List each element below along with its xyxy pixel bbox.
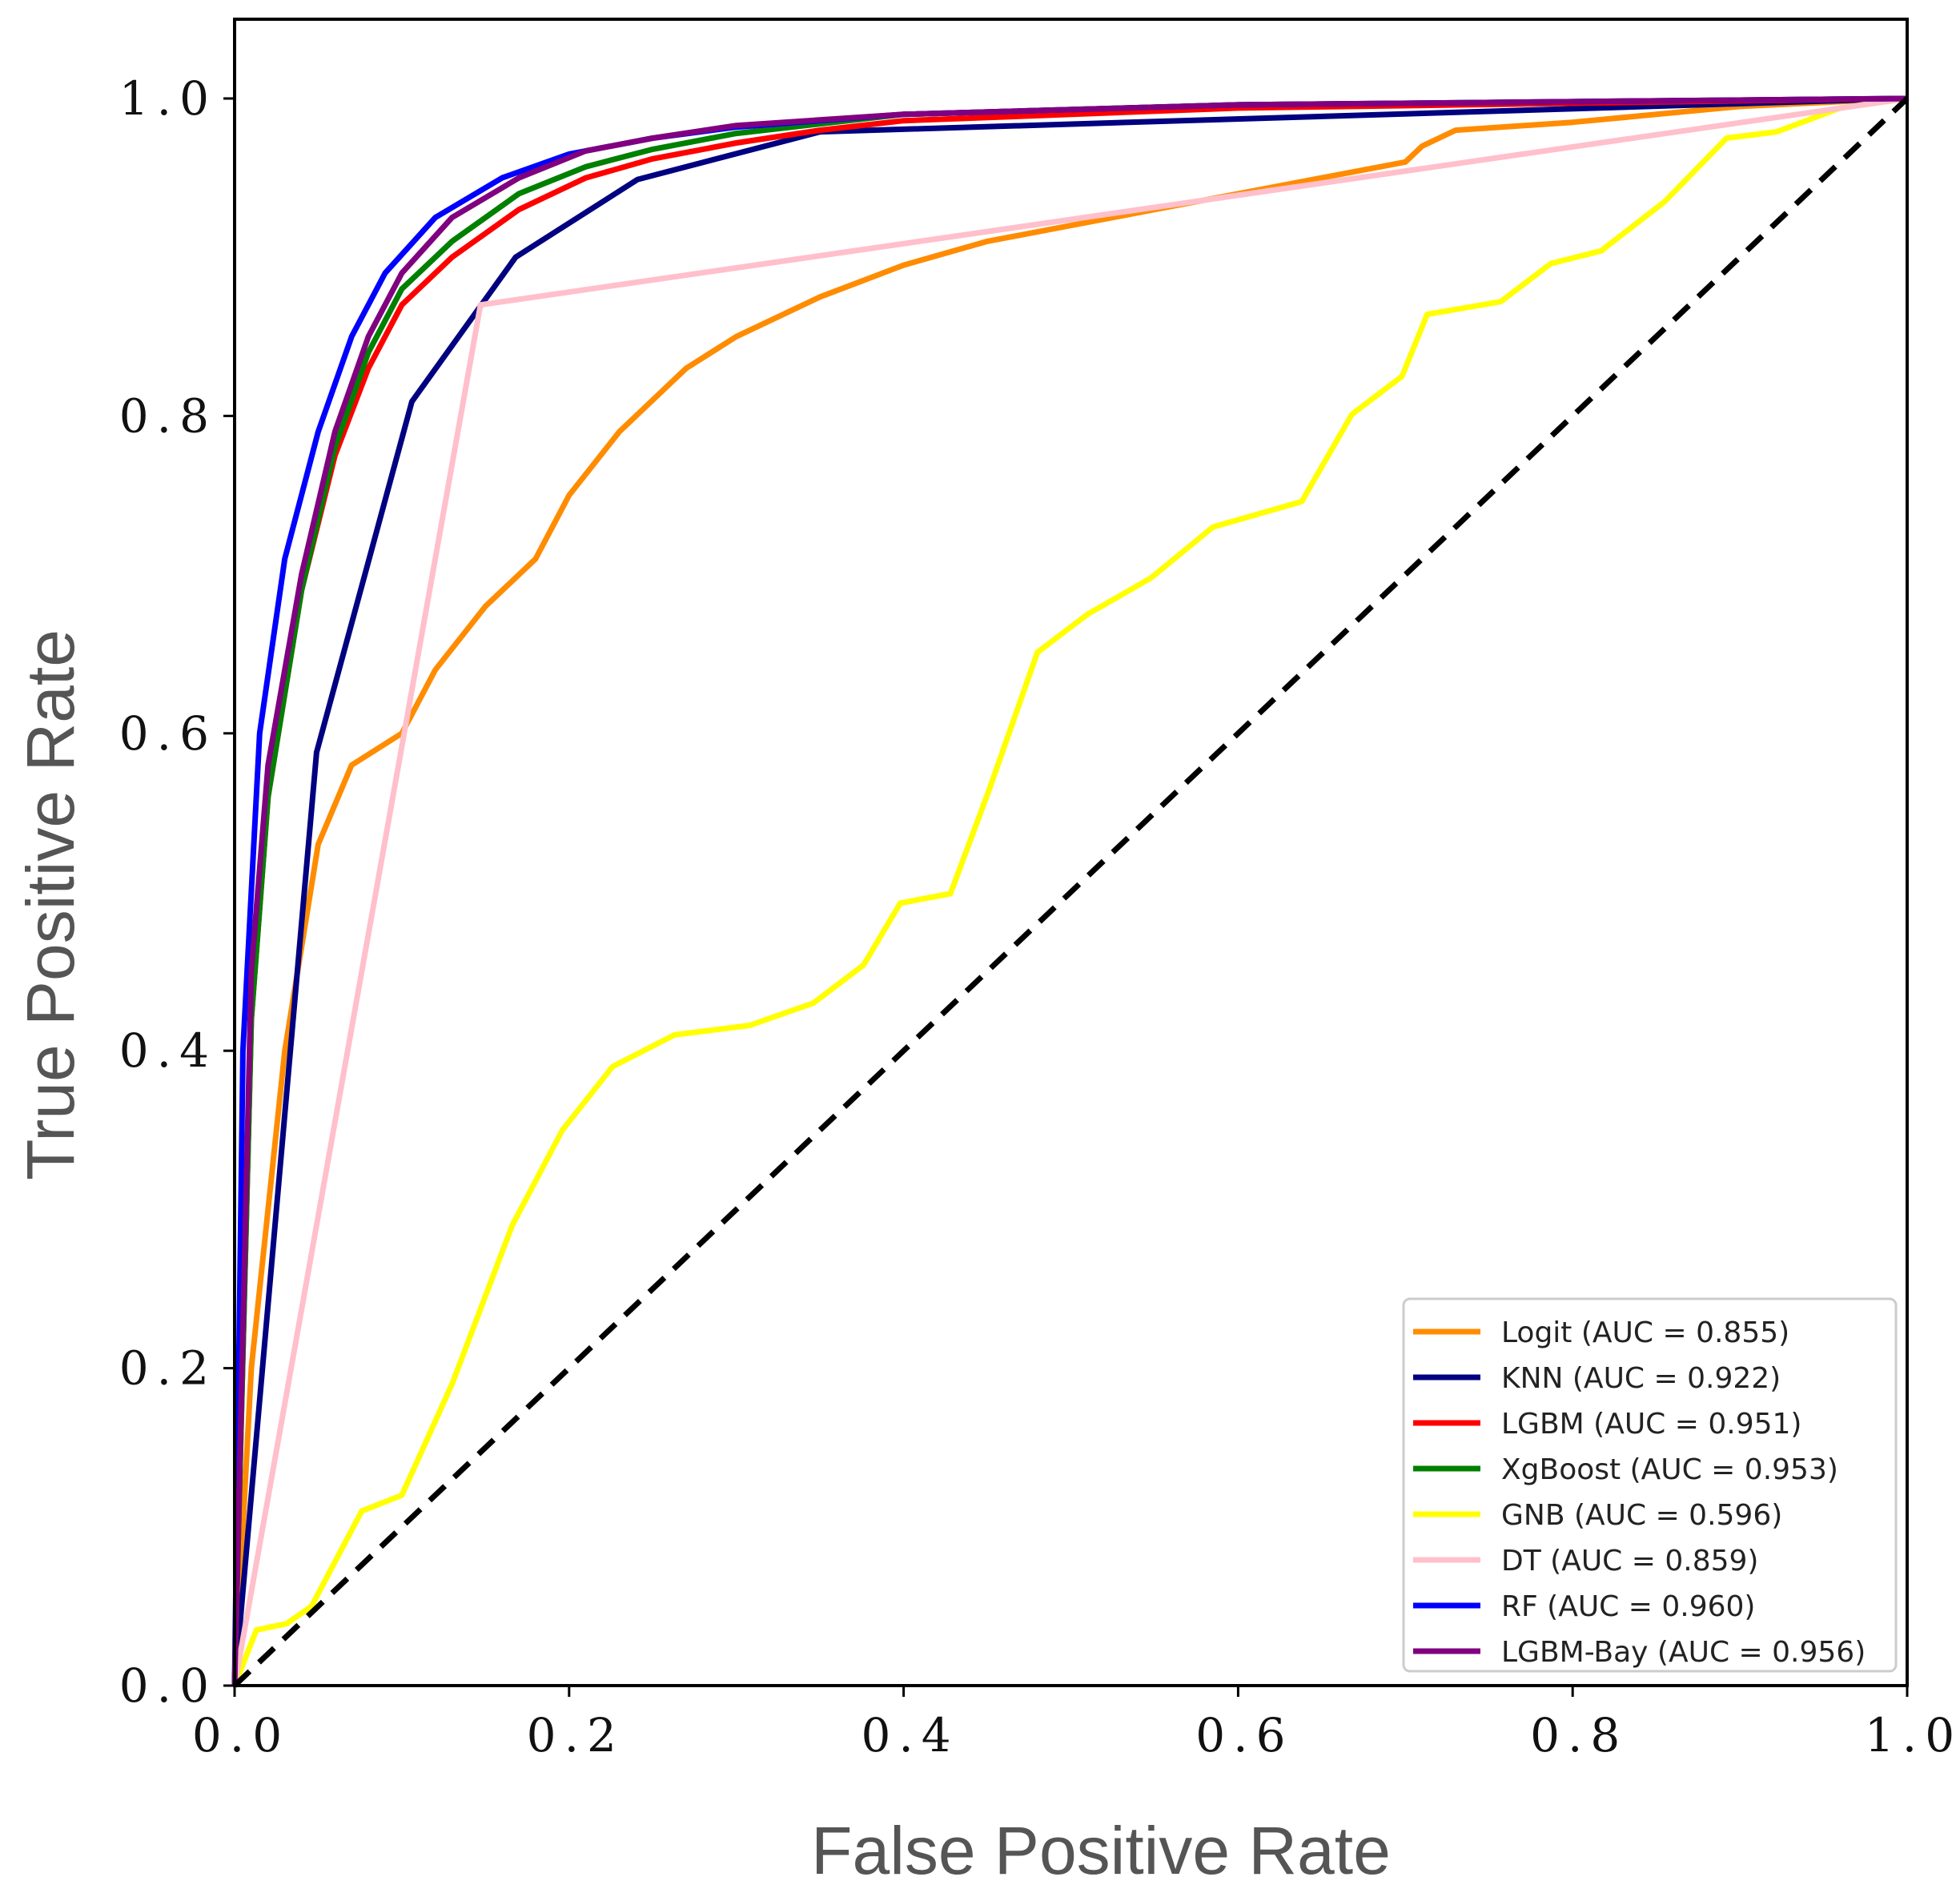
roc-curve-dt <box>231 95 1908 1686</box>
x-tick-label: 1.0 <box>1865 1708 1960 1762</box>
y-tick-label: 0.6 <box>119 706 217 761</box>
chance-diagonal <box>232 96 1910 1688</box>
legend-label: RF (AUC = 0.960) <box>1501 1590 1755 1623</box>
roc-curve-logit <box>231 95 1908 1686</box>
legend-label: LGBM (AUC = 0.951) <box>1501 1408 1801 1441</box>
legend-label: XgBoost (AUC = 0.953) <box>1501 1453 1838 1486</box>
x-tick-label: 0.4 <box>861 1708 958 1762</box>
roc-curve-lgbm-bay <box>231 95 1908 1686</box>
roc-curve-gnb <box>231 95 1908 1687</box>
y-tick-label: 0.4 <box>119 1023 217 1078</box>
x-tick-label: 0.8 <box>1530 1708 1628 1762</box>
legend-label: KNN (AUC = 0.922) <box>1501 1362 1781 1395</box>
x-tick-label: 0.0 <box>192 1708 290 1762</box>
plot-area <box>231 95 1910 1688</box>
plot-frame <box>233 18 1909 1687</box>
y-tick-label: 0.8 <box>119 388 217 443</box>
legend-label: LGBM-Bay (AUC = 0.956) <box>1501 1636 1866 1669</box>
y-tick-label: 0.2 <box>119 1341 217 1396</box>
legend: Logit (AUC = 0.855) KNN (AUC = 0.922) LGBM… <box>1402 1297 1898 1673</box>
y-tick-label: 1.0 <box>119 71 217 126</box>
legend-label: Logit (AUC = 0.855) <box>1501 1316 1789 1349</box>
x-tick-label: 0.6 <box>1195 1708 1293 1762</box>
x-axis-title: False Positive Rate <box>811 1813 1391 1888</box>
axis-ticks: 0.0 0.2 0.4 0.6 0.8 1.0 0.0 0.2 0.4 0.6 0.8 1.0 <box>119 71 1960 1762</box>
y-tick-label: 0.0 <box>119 1658 217 1713</box>
y-axis-title: True Positive Rate <box>13 629 88 1180</box>
legend-box <box>1402 1297 1898 1673</box>
legend-label: GNB (AUC = 0.596) <box>1501 1499 1782 1532</box>
x-tick-label: 0.2 <box>527 1708 625 1762</box>
legend-label: DT (AUC = 0.859) <box>1501 1545 1758 1578</box>
